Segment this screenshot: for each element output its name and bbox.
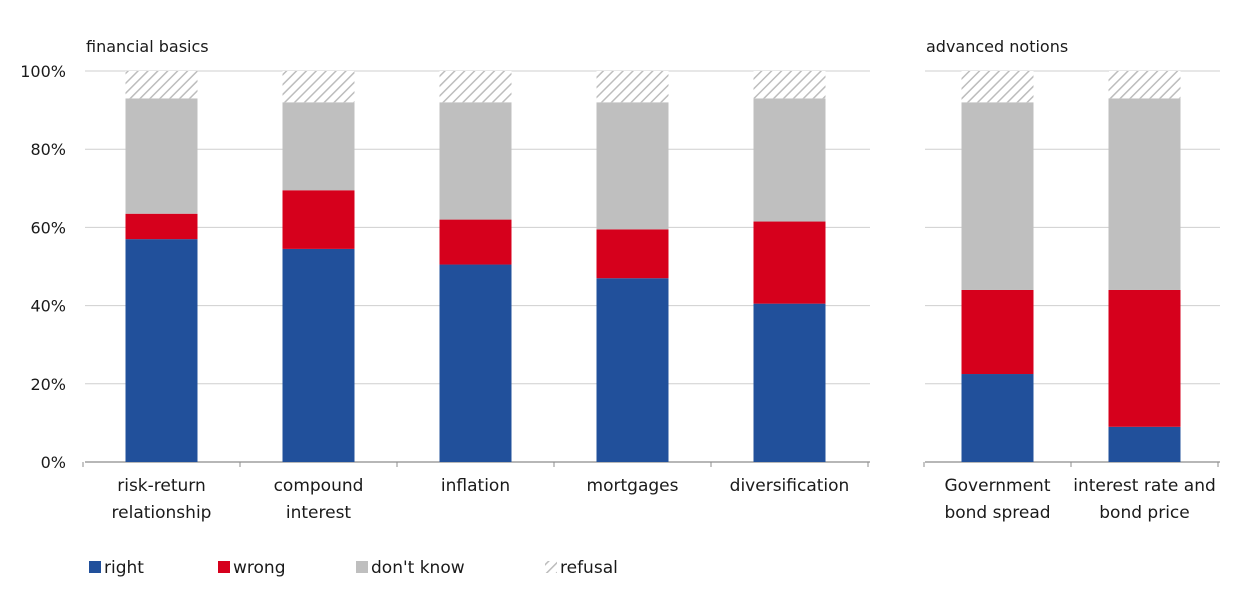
bar-don-t-know-mortgages [596,102,669,230]
x-category-label: bond price [1099,503,1189,523]
legend-label: right [104,558,144,578]
bar-don-t-know-compound-interest [282,102,355,191]
bar-don-t-know-risk-return-relationship [125,98,198,214]
panel-title: advanced notions [926,37,1068,56]
bar-right-government-bond-spread [961,374,1034,462]
x-category-label: interest [286,503,352,523]
x-category-label: Government [944,476,1050,496]
bar-wrong-diversification [753,221,826,304]
y-tick-label: 80% [30,140,66,159]
bar-right-interest-rate-and-bond-price [1108,426,1181,462]
x-category-label: risk-return [117,476,206,496]
bar-wrong-inflation [439,219,512,265]
bar-right-compound-interest [282,248,355,462]
category-labels: risk-return relationship compound interest i… [112,476,1216,523]
legend-swatch [218,561,230,573]
legend: right wrong don't know refusal [89,558,618,578]
bar-right-risk-return-relationship [125,239,198,462]
bar-refusal-diversification [753,71,826,99]
bars [125,71,1181,462]
legend-item-right: right [89,558,144,578]
x-category-label: inflation [441,476,510,496]
legend-label: don't know [371,558,465,578]
bar-refusal-interest-rate-and-bond-price [1108,71,1181,99]
y-tick-label: 100% [20,62,66,81]
y-axis-ticks: 0% 20% 40% 60% 80% 100% [20,62,66,472]
legend-label: refusal [560,558,618,578]
legend-swatch [89,561,101,573]
bar-right-diversification [753,303,826,462]
legend-label: wrong [233,558,286,578]
x-category-label: interest rate and [1073,476,1216,496]
x-category-label: bond spread [944,503,1050,523]
bar-right-mortgages [596,278,669,462]
bar-refusal-inflation [439,71,512,103]
bar-refusal-mortgages [596,71,669,103]
x-category-label: compound [274,476,364,496]
y-tick-label: 20% [30,375,66,394]
legend-swatch [545,561,557,573]
panel-title: financial basics [86,37,209,56]
x-category-label: relationship [112,503,212,523]
legend-swatch [356,561,368,573]
bar-don-t-know-diversification [753,98,826,222]
bar-wrong-mortgages [596,229,669,279]
bar-right-inflation [439,264,512,462]
bar-don-t-know-interest-rate-and-bond-price [1108,98,1181,290]
y-tick-label: 0% [41,453,66,472]
bar-don-t-know-government-bond-spread [961,102,1034,290]
bar-refusal-risk-return-relationship [125,71,198,99]
bar-wrong-risk-return-relationship [125,213,198,240]
bar-refusal-government-bond-spread [961,71,1034,103]
bar-don-t-know-inflation [439,102,512,220]
bar-refusal-compound-interest [282,71,355,103]
bar-wrong-compound-interest [282,190,355,249]
x-category-label: diversification [730,476,850,496]
x-category-label: mortgages [587,476,679,496]
legend-item-wrong: wrong [218,558,286,578]
bar-wrong-interest-rate-and-bond-price [1108,289,1181,427]
y-tick-label: 60% [30,218,66,237]
legend-item-don-t-know: don't know [356,558,465,578]
panel-titles: financial basics advanced notions [86,37,1068,56]
bar-wrong-government-bond-spread [961,289,1034,375]
y-tick-label: 40% [30,297,66,316]
legend-item-refusal: refusal [545,558,618,578]
